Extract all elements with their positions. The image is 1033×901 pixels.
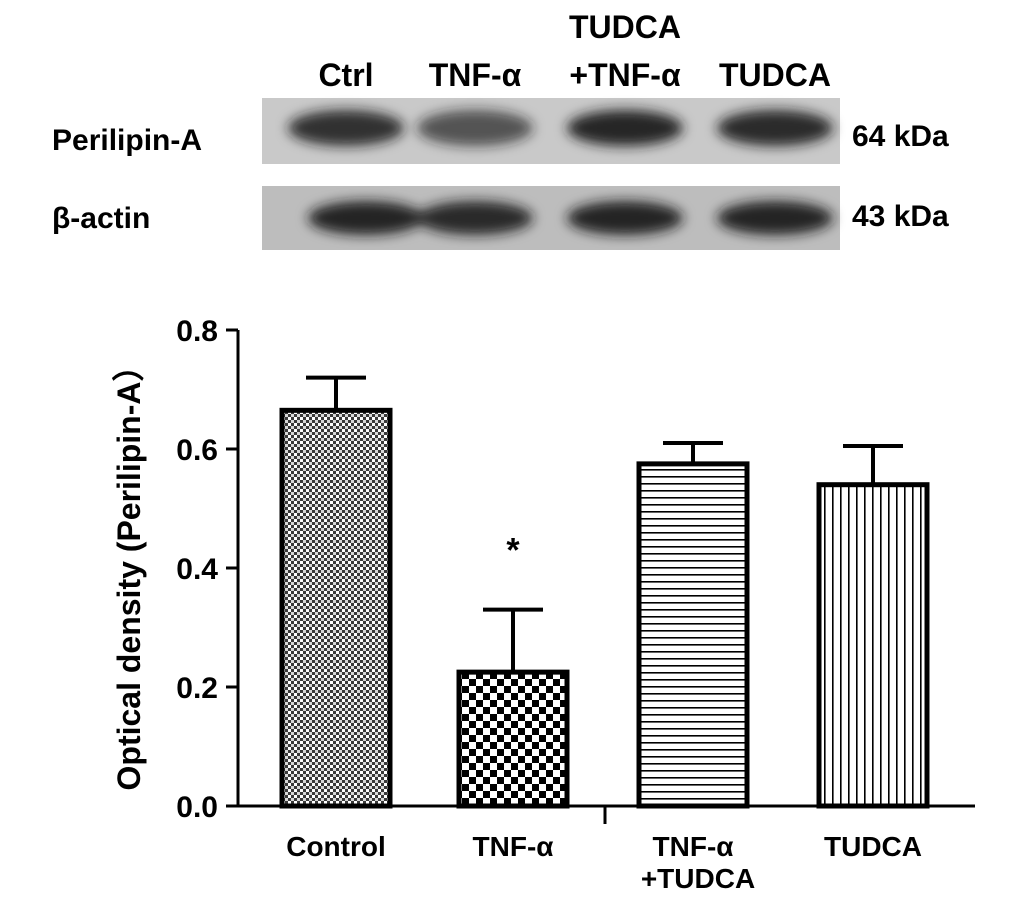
bands-actin: [308, 201, 833, 235]
lane-labels: Ctrl TNF-α TUDCA +TNF-α TUDCA: [318, 9, 831, 93]
y-tick-label: 0.6: [176, 434, 218, 467]
blot-row-actin: β-actin 43 kDa: [52, 186, 949, 250]
lane-label-3: TUDCA: [569, 9, 681, 45]
row-label-actin: β-actin: [52, 202, 150, 235]
y-tick-label: 0.2: [176, 672, 218, 705]
x-tick-label-3: TNF-α: [653, 831, 734, 862]
western-blot: Ctrl TNF-α TUDCA +TNF-α TUDCA Perilipin-A 64…: [52, 9, 949, 250]
band-actin-2: [417, 201, 533, 235]
band-perilipin-2: [417, 110, 533, 146]
bars: *: [279, 375, 930, 809]
significance-marker: *: [506, 532, 520, 570]
x-tick-label-1: Control: [286, 831, 386, 862]
band-actin-3: [567, 201, 683, 235]
bands-perilipin: [288, 110, 833, 146]
weight-label-actin: 43 kDa: [852, 200, 949, 233]
lane-label-4: TUDCA: [719, 57, 831, 93]
x-tick-label-2: TNF-α: [473, 831, 554, 862]
row-label-perilipin: Perilipin-A: [52, 124, 202, 157]
blot-row-perilipin: Perilipin-A 64 kDa: [52, 98, 949, 164]
band-perilipin-3: [567, 110, 683, 146]
band-actin-1: [308, 201, 424, 235]
x-tick-label-4: TUDCA: [824, 831, 922, 862]
bar-4: [816, 482, 930, 809]
y-tick-label: 0.0: [176, 791, 218, 824]
bar-1: [279, 407, 393, 809]
y-tick-label: 0.4: [176, 553, 218, 586]
x-tick-label-3: +TUDCA: [641, 863, 755, 894]
y-tick-label: 0.8: [176, 315, 218, 348]
bar-3: [636, 461, 750, 809]
y-axis-label: Optical density (Perilipin-A）: [111, 350, 147, 791]
bar-chart: Optical density (Perilipin-A） * 0.00.20.…: [111, 315, 975, 894]
bar-2: [456, 669, 570, 809]
lane-label-2: TNF-α: [429, 57, 522, 93]
lane-label-1: Ctrl: [318, 57, 373, 93]
lane-label-3: +TNF-α: [569, 57, 681, 93]
weight-label-perilipin: 64 kDa: [852, 120, 949, 153]
y-axis: 0.0 0.2 0.4 0.6 0.8: [176, 315, 240, 824]
band-actin-4: [717, 201, 833, 235]
band-perilipin-4: [717, 110, 833, 146]
band-perilipin-1: [288, 110, 404, 146]
